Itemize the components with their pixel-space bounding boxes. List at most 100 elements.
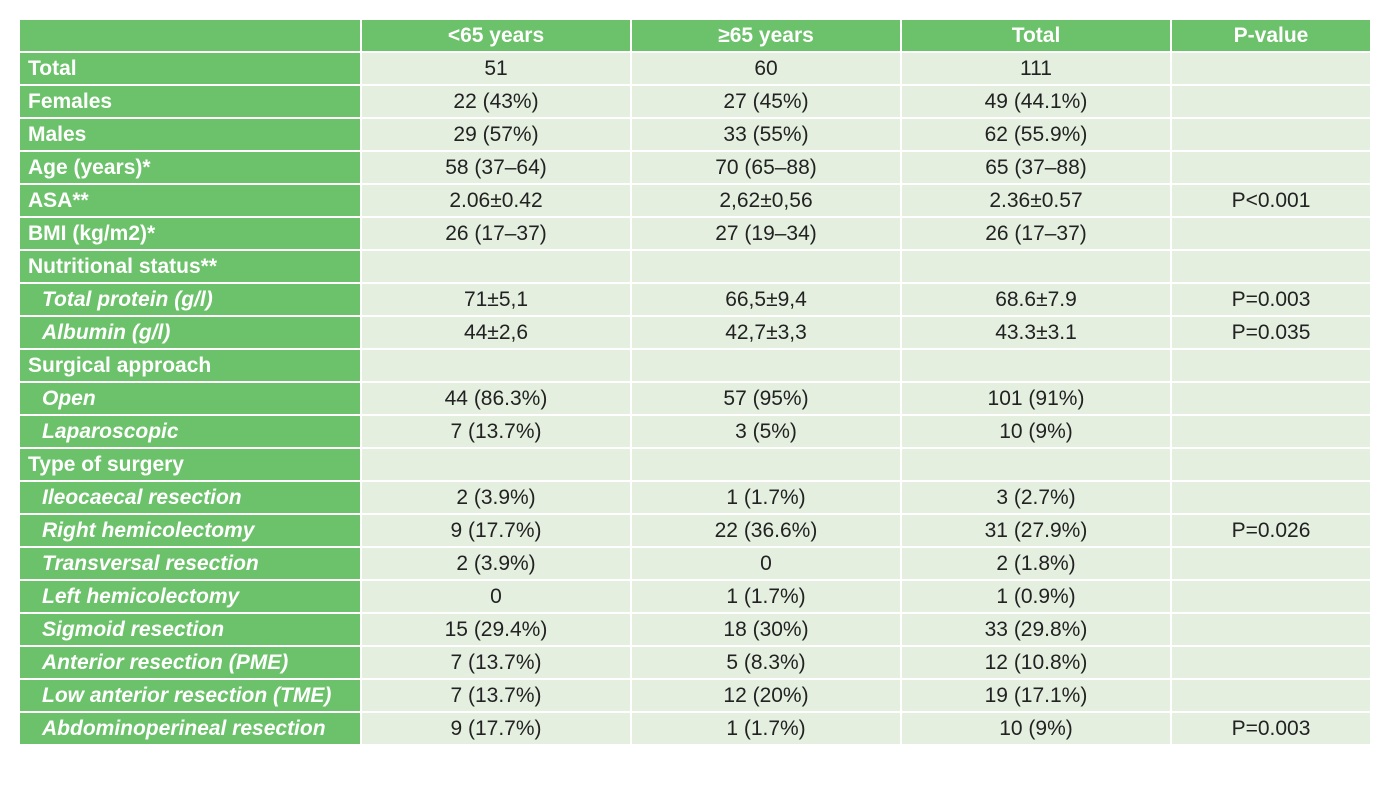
cell-under-65: 26 (17–37): [362, 218, 630, 249]
cell-65-and-over: 1 (1.7%): [632, 713, 900, 744]
cell-65-and-over: 0: [632, 548, 900, 579]
cell-total: 10 (9%): [902, 713, 1170, 744]
row-label: Anterior resection (PME): [20, 647, 360, 678]
cell-65-and-over: 70 (65–88): [632, 152, 900, 183]
cell-65-and-over: 33 (55%): [632, 119, 900, 150]
cell-65-and-over: [632, 449, 900, 480]
cell-under-65: 44 (86.3%): [362, 383, 630, 414]
cell-p-value: [1172, 119, 1370, 150]
row-label: BMI (kg/m2)*: [20, 218, 360, 249]
cell-under-65: 7 (13.7%): [362, 680, 630, 711]
cell-65-and-over: 1 (1.7%): [632, 482, 900, 513]
row-label: Low anterior resection (TME): [20, 680, 360, 711]
table-row: Right hemicolectomy 9 (17.7%) 22 (36.6%) 31…: [20, 515, 1370, 546]
table-row: Total protein (g/l) 71±5,1 66,5±9,4 68.6±7.…: [20, 284, 1370, 315]
cell-p-value: [1172, 53, 1370, 84]
table-body: Total 51 60 111 Females 22 (43%) 27 (45%) 49 (4…: [20, 53, 1370, 744]
table-row: Open 44 (86.3%) 57 (95%) 101 (91%): [20, 383, 1370, 414]
table-row: BMI (kg/m2)* 26 (17–37) 27 (19–34) 26 (17–3…: [20, 218, 1370, 249]
table-row: Nutritional status**: [20, 251, 1370, 282]
cell-total: 49 (44.1%): [902, 86, 1170, 117]
cell-total: [902, 350, 1170, 381]
cell-total: 68.6±7.9: [902, 284, 1170, 315]
patient-characteristics-table: <65 years ≥65 years Total P-value Total 5…: [18, 18, 1372, 746]
cell-65-and-over: 5 (8.3%): [632, 647, 900, 678]
cell-p-value: P=0.003: [1172, 284, 1370, 315]
row-label: Males: [20, 119, 360, 150]
cell-p-value: [1172, 251, 1370, 282]
header-p-value: P-value: [1172, 20, 1370, 51]
table-row: Sigmoid resection 15 (29.4%) 18 (30%) 33 (2…: [20, 614, 1370, 645]
row-label: Abdominoperineal resection: [20, 713, 360, 744]
cell-under-65: 15 (29.4%): [362, 614, 630, 645]
cell-total: 2 (1.8%): [902, 548, 1170, 579]
row-label: Surgical approach: [20, 350, 360, 381]
cell-p-value: [1172, 548, 1370, 579]
row-label: Total: [20, 53, 360, 84]
row-label: Right hemicolectomy: [20, 515, 360, 546]
cell-65-and-over: 27 (19–34): [632, 218, 900, 249]
row-label: Transversal resection: [20, 548, 360, 579]
cell-under-65: 29 (57%): [362, 119, 630, 150]
cell-under-65: 71±5,1: [362, 284, 630, 315]
cell-p-value: [1172, 86, 1370, 117]
cell-65-and-over: 12 (20%): [632, 680, 900, 711]
cell-65-and-over: 66,5±9,4: [632, 284, 900, 315]
row-label: Females: [20, 86, 360, 117]
row-label: Open: [20, 383, 360, 414]
header-row: <65 years ≥65 years Total P-value: [20, 20, 1370, 51]
cell-total: 3 (2.7%): [902, 482, 1170, 513]
cell-under-65: 7 (13.7%): [362, 647, 630, 678]
cell-under-65: 7 (13.7%): [362, 416, 630, 447]
cell-under-65: [362, 350, 630, 381]
table-row: Laparoscopic 7 (13.7%) 3 (5%) 10 (9%): [20, 416, 1370, 447]
cell-under-65: 51: [362, 53, 630, 84]
row-label: Laparoscopic: [20, 416, 360, 447]
table-row: ASA** 2.06±0.42 2,62±0,56 2.36±0.57 P<0.001: [20, 185, 1370, 216]
cell-65-and-over: 27 (45%): [632, 86, 900, 117]
cell-total: [902, 449, 1170, 480]
cell-total: 1 (0.9%): [902, 581, 1170, 612]
header-65-and-over: ≥65 years: [632, 20, 900, 51]
cell-total: 31 (27.9%): [902, 515, 1170, 546]
cell-under-65: 58 (37–64): [362, 152, 630, 183]
cell-under-65: 0: [362, 581, 630, 612]
cell-p-value: [1172, 350, 1370, 381]
cell-p-value: [1172, 416, 1370, 447]
cell-p-value: [1172, 218, 1370, 249]
cell-65-and-over: 42,7±3,3: [632, 317, 900, 348]
table-row: Males 29 (57%) 33 (55%) 62 (55.9%): [20, 119, 1370, 150]
cell-p-value: [1172, 482, 1370, 513]
table-row: Abdominoperineal resection 9 (17.7%) 1 (1.…: [20, 713, 1370, 744]
cell-p-value: [1172, 680, 1370, 711]
cell-total: 101 (91%): [902, 383, 1170, 414]
cell-under-65: 9 (17.7%): [362, 713, 630, 744]
table-row: Surgical approach: [20, 350, 1370, 381]
cell-p-value: [1172, 647, 1370, 678]
cell-under-65: 2 (3.9%): [362, 548, 630, 579]
table-row: Left hemicolectomy 0 1 (1.7%) 1 (0.9%): [20, 581, 1370, 612]
row-label: Nutritional status**: [20, 251, 360, 282]
cell-65-and-over: 18 (30%): [632, 614, 900, 645]
cell-total: 19 (17.1%): [902, 680, 1170, 711]
cell-total: 65 (37–88): [902, 152, 1170, 183]
header-under-65: <65 years: [362, 20, 630, 51]
table-row: Low anterior resection (TME) 7 (13.7%) 12 …: [20, 680, 1370, 711]
row-label: Left hemicolectomy: [20, 581, 360, 612]
cell-under-65: 2 (3.9%): [362, 482, 630, 513]
cell-total: 62 (55.9%): [902, 119, 1170, 150]
cell-p-value: [1172, 152, 1370, 183]
row-label: Type of surgery: [20, 449, 360, 480]
cell-total: 10 (9%): [902, 416, 1170, 447]
cell-p-value: [1172, 449, 1370, 480]
table-row: Ileocaecal resection 2 (3.9%) 1 (1.7%) 3 (2…: [20, 482, 1370, 513]
cell-under-65: [362, 449, 630, 480]
cell-65-and-over: [632, 251, 900, 282]
cell-65-and-over: 2,62±0,56: [632, 185, 900, 216]
cell-total: 12 (10.8%): [902, 647, 1170, 678]
table-row: Females 22 (43%) 27 (45%) 49 (44.1%): [20, 86, 1370, 117]
cell-total: 43.3±3.1: [902, 317, 1170, 348]
cell-65-and-over: 3 (5%): [632, 416, 900, 447]
table-row: Age (years)* 58 (37–64) 70 (65–88) 65 (37–8…: [20, 152, 1370, 183]
cell-total: [902, 251, 1170, 282]
